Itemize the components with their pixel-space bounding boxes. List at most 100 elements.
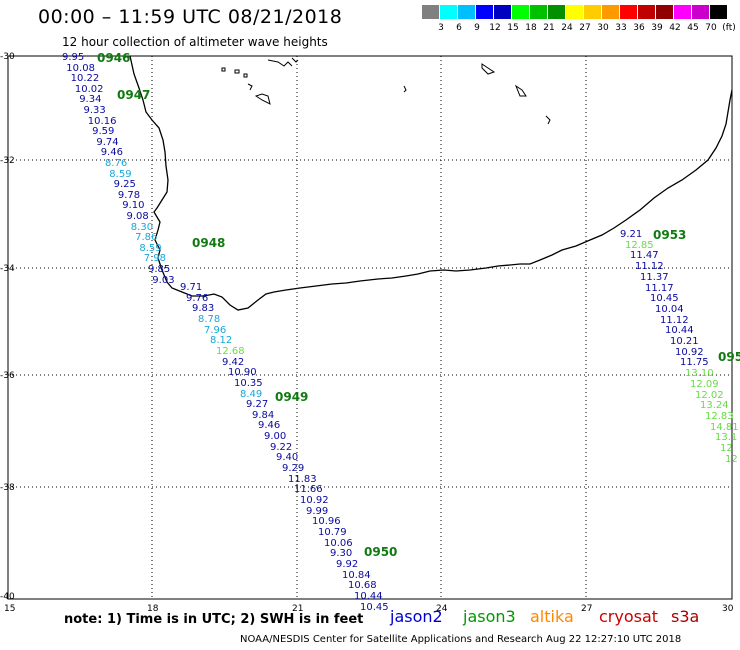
- wave-height-value: 10.79: [318, 526, 347, 538]
- wave-height-value: 10.04: [655, 303, 684, 315]
- islands: [221, 57, 551, 125]
- color-scale-label: 42: [669, 23, 681, 33]
- lon-label: 27: [581, 604, 593, 614]
- lat-label: -34: [0, 264, 15, 274]
- page-subtitle: 12 hour collection of altimeter wave hei…: [62, 35, 328, 49]
- wave-height-value: 7.98: [143, 253, 166, 265]
- wave-height-value: 10.92: [300, 495, 329, 506]
- wave-height-value: 11.83: [288, 473, 317, 485]
- color-scale-label: 9: [474, 23, 480, 33]
- wave-height-value: 9.92: [336, 558, 359, 570]
- time-label: 0949: [275, 390, 309, 404]
- lat-label: -36: [0, 371, 15, 381]
- time-label: 0947: [117, 88, 151, 102]
- wave-height-value: 12: [725, 453, 738, 465]
- wave-height-value: 10.44: [665, 325, 694, 337]
- wave-height-value: 9.76: [186, 292, 209, 304]
- wave-height-value: 8.59: [109, 168, 132, 180]
- wave-height-value: 11.47: [630, 250, 659, 262]
- wave-height-value: 10.68: [348, 580, 377, 592]
- wave-height-value: 14.81: [710, 421, 739, 433]
- wave-height-value: 8.78: [198, 313, 221, 325]
- time-label: 0946: [97, 51, 131, 65]
- wave-height-value: 8.49: [240, 388, 263, 400]
- wave-height-value: 8.59: [139, 242, 162, 254]
- lon-label: 30: [722, 604, 734, 614]
- color-swatch: [638, 5, 655, 19]
- wave-height-value: 10.21: [670, 336, 699, 347]
- legend-altika: altika: [530, 607, 574, 626]
- wave-height-value: 12.02: [695, 389, 724, 401]
- wave-height-value: 9.99: [306, 505, 329, 517]
- credit-line: NOAA/NESDIS Center for Satellite Applica…: [240, 634, 682, 645]
- color-scale-label: 70: [705, 23, 717, 33]
- color-swatch: [476, 5, 493, 19]
- color-swatch: [548, 5, 565, 19]
- wave-height-value: 9.30: [330, 548, 353, 560]
- legend-cryosat: cryosat: [599, 607, 659, 626]
- wave-height-value: 11.37: [640, 271, 669, 283]
- map-frame: [7, 55, 733, 600]
- time-label: 0950: [364, 545, 398, 559]
- wave-height-value: 10.35: [234, 377, 263, 389]
- wave-height-value: 12.83: [705, 410, 734, 422]
- color-swatch: [584, 5, 601, 19]
- color-swatch: [512, 5, 529, 19]
- legend-jason3: jason3: [463, 607, 516, 626]
- color-scale-label: 24: [561, 23, 573, 33]
- wave-height-value: 10.22: [70, 73, 100, 85]
- wave-height-value: 13.1: [715, 432, 738, 444]
- color-scale-label: 18: [525, 23, 537, 33]
- color-scale-label: (ft): [722, 23, 736, 33]
- wave-height-value: 9.34: [79, 94, 102, 106]
- wave-height-value: 13.24: [700, 400, 729, 412]
- wave-height-value: 9.22: [270, 441, 293, 453]
- wave-height-value: 10.84: [342, 569, 371, 581]
- color-swatch: [440, 5, 457, 19]
- wave-height-value: 9.25: [113, 179, 136, 191]
- color-scale-label: 30: [597, 23, 609, 33]
- lat-label: -40: [0, 592, 15, 602]
- wave-height-value: 11.17: [645, 282, 674, 294]
- legend-s3a: s3a: [671, 607, 700, 626]
- wave-height-value: 9.03: [152, 274, 175, 286]
- color-scale-label: 36: [633, 23, 645, 33]
- color-swatch: [620, 5, 637, 19]
- color-scale-label: 27: [579, 23, 591, 33]
- lon-label: 15: [4, 604, 16, 614]
- wave-height-value: 9.00: [264, 431, 287, 443]
- color-scale-label: 6: [456, 23, 462, 33]
- wave-height-value: 8.76: [105, 158, 128, 169]
- color-swatch: [494, 5, 511, 19]
- wave-height-value: 11.66: [294, 484, 323, 496]
- wave-height-value: 10.44: [354, 590, 383, 602]
- map-grid: [8, 56, 732, 599]
- color-swatch: [422, 5, 439, 19]
- color-scale-label: 12: [489, 23, 501, 33]
- wave-height-value: 12.85: [625, 239, 654, 251]
- coastline: [129, 55, 733, 311]
- wave-height-value: 10.16: [87, 115, 117, 127]
- wave-height-value: 11.75: [680, 357, 709, 369]
- wave-height-value: 9.33: [83, 105, 106, 116]
- wave-height-value: 9.95: [62, 52, 85, 63]
- wave-height-value: 7.96: [204, 324, 227, 336]
- color-swatch: [566, 5, 583, 19]
- wave-height-value: 11.12: [635, 261, 664, 273]
- wave-height-value: 10.06: [324, 537, 353, 549]
- wave-height-value: 9.71: [180, 282, 203, 293]
- wave-height-value: 9.29: [282, 463, 305, 475]
- color-swatch: [656, 5, 673, 19]
- wave-height-value: 12: [720, 443, 733, 454]
- wave-height-value: 8.30: [130, 221, 154, 233]
- wave-height-value: 10.96: [312, 516, 341, 528]
- wave-height-value: 12.68: [216, 345, 245, 357]
- lon-label: 24: [436, 604, 448, 614]
- color-scale-label: 45: [687, 23, 699, 33]
- color-scale-label: 33: [615, 23, 627, 33]
- wave-height-value: 9.59: [92, 126, 115, 138]
- color-swatch: [602, 5, 619, 19]
- wave-height-value: 10.45: [650, 293, 679, 305]
- page-title: 00:00 – 11:59 UTC 08/21/2018: [38, 6, 343, 28]
